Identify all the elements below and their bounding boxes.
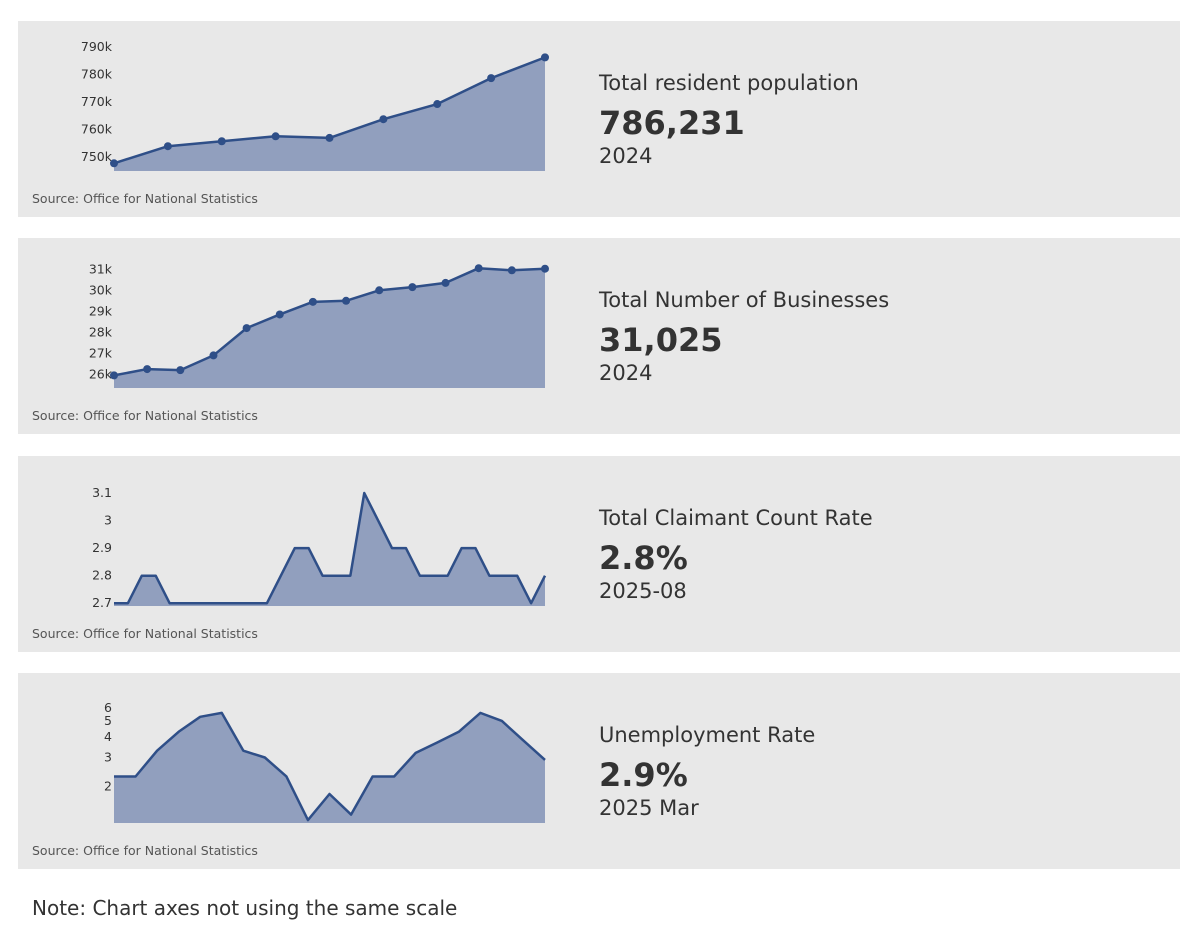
y-tick-label: 6: [104, 700, 112, 715]
data-point: [342, 296, 351, 305]
y-tick-label: 3.1: [92, 485, 112, 500]
y-tick-label: 760k: [81, 122, 113, 137]
kpi-value: 2.8%: [599, 539, 688, 577]
y-tick-label: 790k: [81, 39, 113, 54]
kpi: Total Claimant Count Rate 2.8% 2025-08: [599, 504, 873, 604]
source-note: Source: Office for National Statistics: [32, 191, 258, 206]
y-tick-label: 770k: [81, 94, 113, 109]
kpi-value: 31,025: [599, 321, 723, 359]
y-tick-label: 27k: [89, 345, 113, 360]
businesses-sparkline: 26k 27k 28k 29k 30k 31k: [89, 261, 549, 388]
kpi: Total Number of Businesses 31,025 2024: [599, 286, 889, 386]
y-tick-label: 26k: [89, 366, 113, 381]
data-point: [408, 283, 417, 292]
y-tick-label: 2.8: [92, 568, 112, 583]
kpi-title: Unemployment Rate: [599, 723, 816, 747]
data-point: [308, 297, 317, 306]
data-point: [375, 286, 384, 295]
y-tick-label: 2.7: [92, 595, 112, 610]
y-tick-label: 2.9: [92, 540, 112, 555]
y-tick-label: 3: [104, 749, 112, 764]
kpi-value: 786,231: [599, 104, 745, 142]
data-point: [271, 132, 280, 141]
y-tick-label: 780k: [81, 67, 113, 82]
data-point: [242, 324, 251, 333]
data-point: [143, 365, 152, 374]
y-tick-label: 750k: [81, 149, 113, 164]
businesses-card: 26k 27k 28k 29k 30k 31k Total Number of Busin…: [18, 238, 1180, 434]
data-point: [541, 264, 549, 273]
series-area: [114, 712, 545, 823]
kpi: Unemployment Rate 2.9% 2025 Mar: [599, 721, 815, 821]
y-tick-label: 31k: [89, 261, 113, 276]
claimant-sparkline: 2.7 2.8 2.9 3 3.1: [92, 485, 547, 610]
series-line: [113, 266, 546, 377]
data-point: [110, 371, 118, 380]
data-point: [163, 142, 172, 151]
kpi: Total resident population 786,231 2024: [599, 69, 859, 169]
data-point: [209, 351, 218, 360]
y-tick-label: 2: [104, 778, 112, 793]
data-point: [487, 74, 496, 83]
claimant-card: 2.7 2.8 2.9 3 3.1 Total Claimant Count Rate …: [18, 456, 1180, 652]
data-point: [176, 366, 185, 375]
y-tick-label: 5: [104, 713, 112, 728]
data-point: [110, 159, 118, 168]
kpi-date: 2025 Mar: [599, 796, 699, 820]
kpi-title: Total resident population: [599, 71, 859, 95]
y-tick-label: 3: [104, 513, 112, 528]
data-point: [441, 278, 450, 287]
y-tick-label: 30k: [89, 282, 113, 297]
series-area: [114, 493, 545, 606]
series-area: [114, 268, 545, 388]
data-point: [433, 100, 442, 109]
series-line: [114, 491, 547, 605]
data-point: [379, 115, 388, 124]
series-area: [114, 57, 545, 171]
data-point: [474, 264, 483, 273]
y-tick-label: 29k: [89, 303, 113, 318]
kpi-date: 2024: [599, 361, 653, 385]
kpi-title: Total Claimant Count Rate: [599, 506, 873, 530]
kpi-date: 2024: [599, 144, 653, 168]
y-tick-label: 28k: [89, 324, 113, 339]
source-note: Source: Office for National Statistics: [32, 626, 258, 641]
series-line: [114, 711, 546, 822]
data-point: [541, 53, 549, 62]
data-point: [217, 137, 226, 146]
scale-note: Note: Chart axes not using the same scal…: [32, 896, 458, 920]
unemployment-sparkline: 2 3 456: [104, 700, 546, 823]
data-point: [325, 133, 334, 142]
population-sparkline: 750k 760k 770k 780k 790k: [81, 39, 549, 171]
data-point: [275, 310, 284, 319]
kpi-date: 2025-08: [599, 579, 687, 603]
data-point: [507, 266, 516, 275]
kpi-title: Total Number of Businesses: [599, 288, 890, 312]
source-note: Source: Office for National Statistics: [32, 408, 258, 423]
kpi-value: 2.9%: [599, 756, 688, 794]
population-card: 750k 760k 770k 780k 790k Total resident popu…: [18, 21, 1180, 217]
source-note: Source: Office for National Statistics: [32, 843, 258, 858]
y-tick-label: 4: [104, 729, 112, 744]
